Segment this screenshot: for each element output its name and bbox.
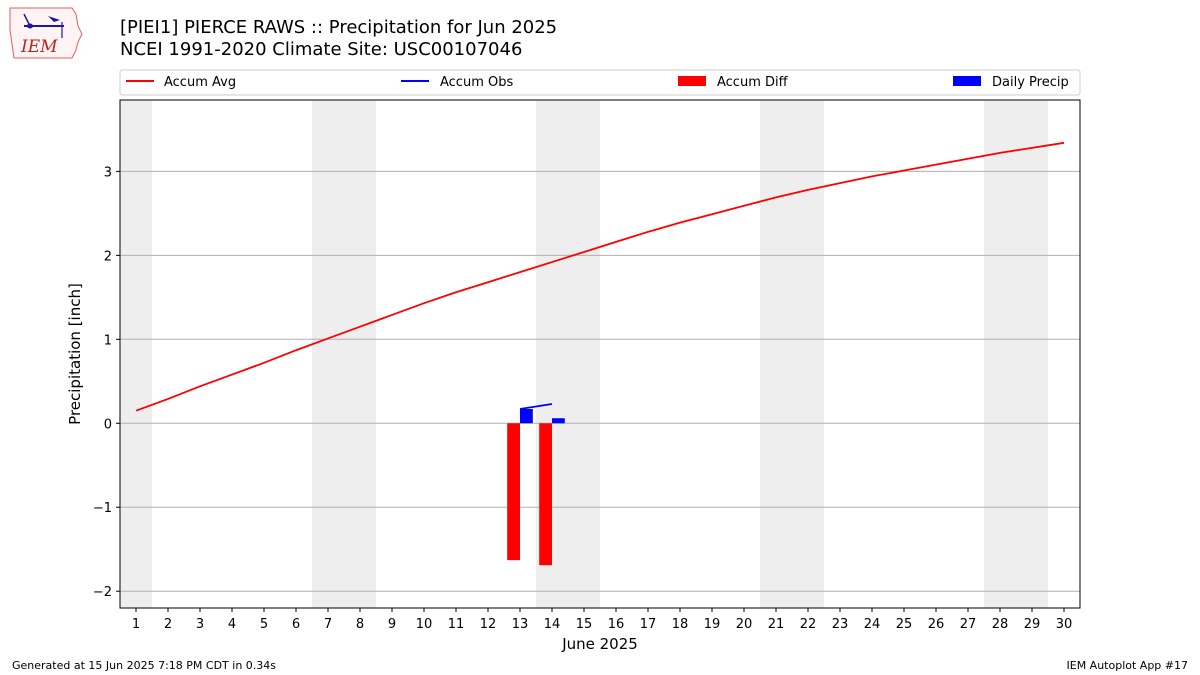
x-tick-label: 15 [576,617,593,632]
legend-swatch-daily-precip [953,76,981,86]
x-tick-label: 14 [544,617,561,632]
x-tick-label: 8 [356,617,364,632]
y-axis-label: Precipitation [inch] [66,283,84,425]
legend-label-daily-precip: Daily Precip [992,75,1069,90]
x-tick-label: 4 [228,617,236,632]
accum-diff-bar [507,423,520,561]
x-tick-label: 18 [672,617,689,632]
daily-precip-bar [552,418,565,424]
x-tick-label: 24 [864,617,881,632]
accum-avg-line [135,141,1065,412]
x-tick-label: 22 [800,617,817,632]
x-tick-label: 20 [736,617,753,632]
x-axis-label: June 2025 [561,635,638,653]
x-tick-label: 9 [388,617,396,632]
daily-precip-bar [520,408,533,424]
weekend-shade-day-28 [984,100,1016,608]
weekend-shade-day-1 [120,100,152,608]
app-label: IEM Autoplot App #17 [1066,659,1189,672]
legend-frame [119,69,1081,96]
x-tick-label: 27 [960,617,977,632]
weekend-shade-day-8 [344,100,376,608]
x-tick-label: 29 [1024,617,1041,632]
x-tick-label: 12 [480,617,497,632]
y-axis-ticks: −2 −1 0 1 2 3 [93,165,120,600]
chart-subtitle: NCEI 1991-2020 Climate Site: USC00107046 [120,39,523,60]
x-tick-label: 30 [1056,617,1073,632]
x-tick-label: 19 [704,617,721,632]
legend-swatch-accum-diff [678,76,706,86]
y-tick-label: 0 [104,417,112,432]
x-tick-label: 21 [768,617,785,632]
x-tick-label: 3 [196,617,204,632]
lines [135,141,1065,412]
x-tick-label: 7 [324,617,332,632]
bars [507,408,565,566]
x-tick-label: 11 [448,617,465,632]
x-axis-ticks: 1 2 3 4 5 6 7 8 9 10 11 12 13 14 15 16 17 18 19 20 21 22 23 24 2… [132,608,1072,632]
y-tick-label: −2 [93,585,112,600]
legend: Accum Avg Accum Obs Accum Diff Daily Pre… [119,69,1081,96]
x-tick-label: 1 [132,617,140,632]
chart-title: [PIEI1] PIERCE RAWS :: Precipitation for… [120,17,558,38]
iem-logo: IEM [9,7,83,59]
y-gridlines [120,170,1080,592]
x-tick-label: 17 [640,617,657,632]
x-tick-label: 13 [512,617,529,632]
weekend-shade-day-21 [760,100,792,608]
x-tick-label: 26 [928,617,945,632]
weekend-shade-day-15 [568,100,600,608]
weekend-shade-day-22 [792,100,824,608]
x-tick-label: 23 [832,617,849,632]
legend-label-accum-diff: Accum Diff [717,75,789,90]
y-tick-label: 1 [104,333,112,348]
x-tick-label: 28 [992,617,1009,632]
weekend-shading [120,100,1048,608]
y-tick-label: −1 [93,501,112,516]
plot-frame [119,99,1081,609]
weekend-shade-day-29 [1016,100,1048,608]
y-tick-label: 3 [104,165,112,180]
legend-label-accum-avg: Accum Avg [164,75,236,90]
accum-diff-bar [539,423,552,566]
accum-obs-line [519,403,553,410]
x-tick-label: 25 [896,617,913,632]
weekend-shade-day-7 [312,100,344,608]
x-tick-label: 10 [416,617,433,632]
x-tick-label: 6 [292,617,300,632]
logo-text: IEM [20,37,58,57]
x-tick-label: 5 [260,617,268,632]
y-tick-label: 2 [104,249,112,264]
x-tick-label: 16 [608,617,625,632]
legend-label-accum-obs: Accum Obs [440,75,513,90]
x-tick-label: 2 [164,617,172,632]
generated-timestamp: Generated at 15 Jun 2025 7:18 PM CDT in … [12,659,277,672]
